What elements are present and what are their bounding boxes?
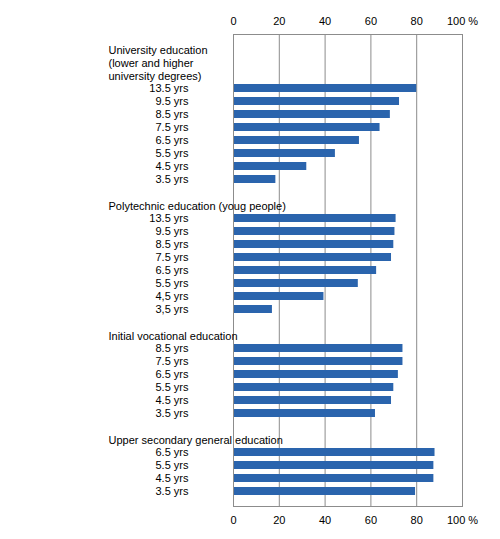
svg-text:6.5 yrs: 6.5 yrs bbox=[155, 264, 189, 276]
svg-text:4.5 yrs: 4.5 yrs bbox=[155, 160, 189, 172]
svg-text:7.5 yrs: 7.5 yrs bbox=[155, 121, 189, 133]
svg-text:6.5 yrs: 6.5 yrs bbox=[155, 446, 189, 458]
svg-text:8.5 yrs: 8.5 yrs bbox=[155, 342, 189, 354]
svg-text:80: 80 bbox=[411, 514, 423, 526]
svg-text:3.5 yrs: 3.5 yrs bbox=[155, 407, 189, 419]
svg-text:5.5 yrs: 5.5 yrs bbox=[155, 459, 189, 471]
svg-text:6.5 yrs: 6.5 yrs bbox=[155, 368, 189, 380]
svg-text:3,5 yrs: 3,5 yrs bbox=[155, 303, 189, 315]
svg-text:100 %: 100 % bbox=[447, 514, 478, 526]
svg-text:5.5 yrs: 5.5 yrs bbox=[155, 381, 189, 393]
svg-text:8.5 yrs: 8.5 yrs bbox=[155, 238, 189, 250]
svg-text:4,5 yrs: 4,5 yrs bbox=[155, 290, 189, 302]
svg-text:60: 60 bbox=[365, 514, 377, 526]
svg-text:3.5 yrs: 3.5 yrs bbox=[155, 173, 189, 185]
svg-text:13.5 yrs: 13.5 yrs bbox=[149, 82, 189, 94]
svg-text:Polytechnic education (youg pe: Polytechnic education (youg people) bbox=[109, 200, 286, 212]
svg-text:7.5 yrs: 7.5 yrs bbox=[155, 251, 189, 263]
svg-text:5.5 yrs: 5.5 yrs bbox=[155, 147, 189, 159]
svg-text:20: 20 bbox=[273, 514, 285, 526]
svg-text:20: 20 bbox=[273, 15, 285, 27]
svg-text:40: 40 bbox=[319, 15, 331, 27]
svg-text:5.5 yrs: 5.5 yrs bbox=[155, 277, 189, 289]
svg-text:80: 80 bbox=[411, 15, 423, 27]
svg-text:60: 60 bbox=[365, 15, 377, 27]
svg-text:3.5 yrs: 3.5 yrs bbox=[155, 485, 189, 497]
svg-text:6.5 yrs: 6.5 yrs bbox=[155, 134, 189, 146]
svg-text:University education(lower and: University education(lower and higheruni… bbox=[109, 44, 208, 82]
svg-text:4.5 yrs: 4.5 yrs bbox=[155, 394, 189, 406]
svg-text:9.5 yrs: 9.5 yrs bbox=[155, 225, 189, 237]
svg-text:100 %: 100 % bbox=[447, 15, 478, 27]
svg-text:9.5 yrs: 9.5 yrs bbox=[155, 95, 189, 107]
svg-text:8.5 yrs: 8.5 yrs bbox=[155, 108, 189, 120]
svg-text:Upper secondary general educat: Upper secondary general education bbox=[109, 434, 283, 446]
svg-text:7.5 yrs: 7.5 yrs bbox=[155, 355, 189, 367]
svg-text:0: 0 bbox=[230, 514, 236, 526]
svg-text:40: 40 bbox=[319, 514, 331, 526]
svg-text:13.5 yrs: 13.5 yrs bbox=[149, 212, 189, 224]
svg-text:0: 0 bbox=[230, 15, 236, 27]
svg-text:4.5 yrs: 4.5 yrs bbox=[155, 472, 189, 484]
svg-text:Initial vocational education: Initial vocational education bbox=[109, 330, 238, 342]
